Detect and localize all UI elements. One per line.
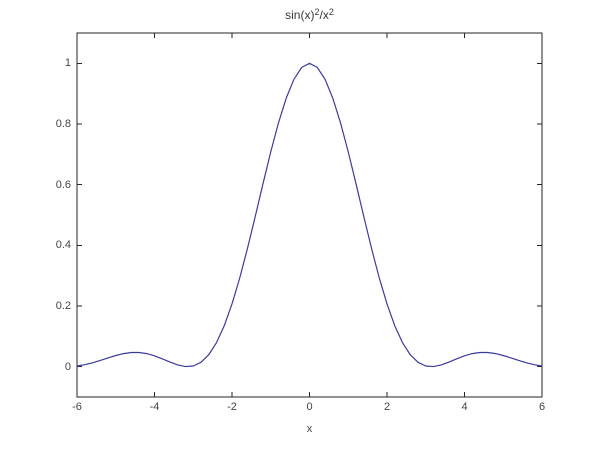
chart-title: sin(x)2/x2 [77,7,542,22]
x-tick-label: 2 [383,401,391,413]
x-tick-label: -4 [149,401,160,413]
axes-box [76,32,543,398]
x-tick-label: -2 [227,401,237,413]
x-tick-label: 0 [306,401,313,413]
x-tick-label: -6 [72,401,82,413]
title-superscript: 2 [328,7,334,17]
y-tick-label: 0.6 [55,178,71,191]
y-tick-label: 0.8 [55,118,71,130]
title-superscript: 2 [314,7,320,17]
title-text: /x [319,8,329,22]
data-line-sinc-squared [76,62,543,368]
y-tick-label: 0.4 [55,239,71,252]
y-tick-label: 1 [64,57,71,70]
x-tick-label: 4 [461,401,468,413]
x-tick-label: 6 [538,401,546,413]
x-axis-label: x [306,423,313,435]
title-text: sin(x) [285,8,315,22]
y-tick-label: 0 [64,360,71,373]
y-tick-label: 0.2 [55,300,71,312]
